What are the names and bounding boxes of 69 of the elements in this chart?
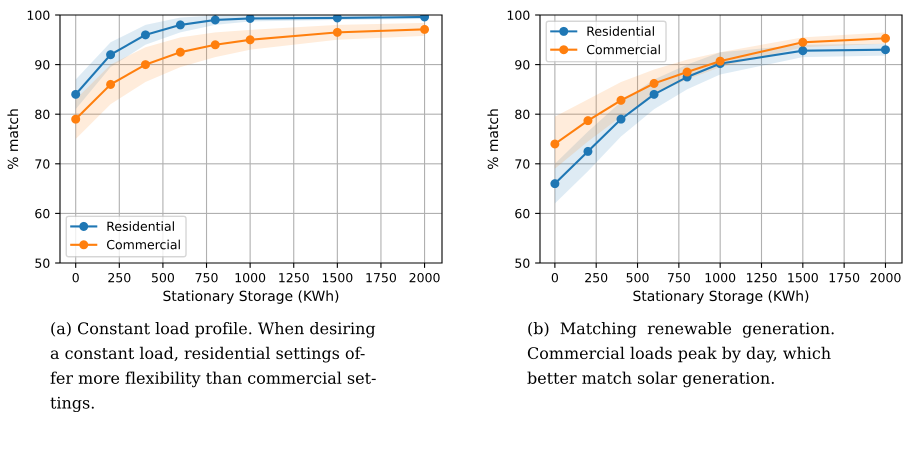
point xyxy=(106,80,116,89)
point xyxy=(246,35,255,44)
point xyxy=(880,34,890,43)
x-tick-label: 2000 xyxy=(870,272,901,282)
x-axis-title: Stationary Storage (KWh) xyxy=(633,290,808,304)
legend-label: Residential xyxy=(587,26,654,36)
point xyxy=(716,56,725,66)
x-tick-label: 0 xyxy=(552,272,558,282)
y-tick-label: 80 xyxy=(515,110,530,120)
legend-label: Residential xyxy=(107,221,174,231)
x-tick-label: 750 xyxy=(668,272,690,282)
point xyxy=(332,28,342,37)
point xyxy=(550,179,560,188)
x-tick-label: 500 xyxy=(626,272,649,282)
legend-label: Commercial xyxy=(106,240,180,250)
y-tick-label: 60 xyxy=(515,208,530,218)
x-tick-label: 750 xyxy=(196,272,218,282)
y-axis-title: % match xyxy=(487,109,498,169)
x-tick-label: 1500 xyxy=(322,272,352,282)
y-tick-label: 100 xyxy=(28,10,50,20)
point xyxy=(140,60,150,70)
point xyxy=(140,30,150,40)
x-tick-label: 1750 xyxy=(366,272,396,282)
point xyxy=(106,50,116,60)
point xyxy=(616,114,626,124)
x-tick-label: 250 xyxy=(585,272,608,282)
x-tick-label: 1500 xyxy=(788,272,818,282)
point xyxy=(210,40,220,50)
y-tick-label: 60 xyxy=(35,208,50,218)
x-tick-label: 1000 xyxy=(706,272,736,282)
legend-label: Commercial xyxy=(586,44,660,54)
y-tick-label: 50 xyxy=(35,258,50,268)
x-tick-label: 500 xyxy=(152,272,174,282)
text: (b) Matching renewable generation. Commercial loads peak by day, which better match solar generation. xyxy=(527,322,834,388)
text: (a) Constant load profile. When desiring a constant load, residential settings of- fer more flexibility than commercial set- tings. xyxy=(50,322,376,412)
point xyxy=(420,24,430,34)
x-tick-label: 1750 xyxy=(830,272,860,282)
point xyxy=(210,15,220,24)
point xyxy=(176,48,185,57)
point xyxy=(71,114,80,124)
y-tick-label: 70 xyxy=(515,159,530,169)
x-tick-label: 1250 xyxy=(279,272,309,282)
x-tick-label: 250 xyxy=(108,272,130,282)
x-tick-label: 0 xyxy=(72,272,79,282)
y-axis-title: % match xyxy=(7,109,18,169)
point xyxy=(798,38,808,47)
y-tick-label: 50 xyxy=(515,258,530,268)
point xyxy=(798,46,808,56)
point xyxy=(682,68,692,77)
point xyxy=(583,146,592,156)
point xyxy=(550,139,560,148)
point xyxy=(616,96,626,105)
point xyxy=(176,20,185,30)
point xyxy=(246,15,255,23)
point xyxy=(650,78,659,88)
y-tick-label: 90 xyxy=(515,60,530,70)
y-tick-label: 80 xyxy=(35,110,50,120)
x-tick-label: 2000 xyxy=(410,272,440,282)
y-tick-label: 100 xyxy=(508,10,530,20)
point xyxy=(650,90,659,99)
x-tick-label: 1000 xyxy=(236,272,266,282)
point xyxy=(880,45,890,54)
x-tick-label: 1250 xyxy=(746,272,777,282)
y-tick-label: 90 xyxy=(35,60,50,70)
y-tick-label: 70 xyxy=(35,159,50,169)
point xyxy=(583,116,592,126)
point xyxy=(332,15,342,22)
point xyxy=(71,90,80,99)
x-axis-title: Stationary Storage (KWh) xyxy=(163,290,338,304)
